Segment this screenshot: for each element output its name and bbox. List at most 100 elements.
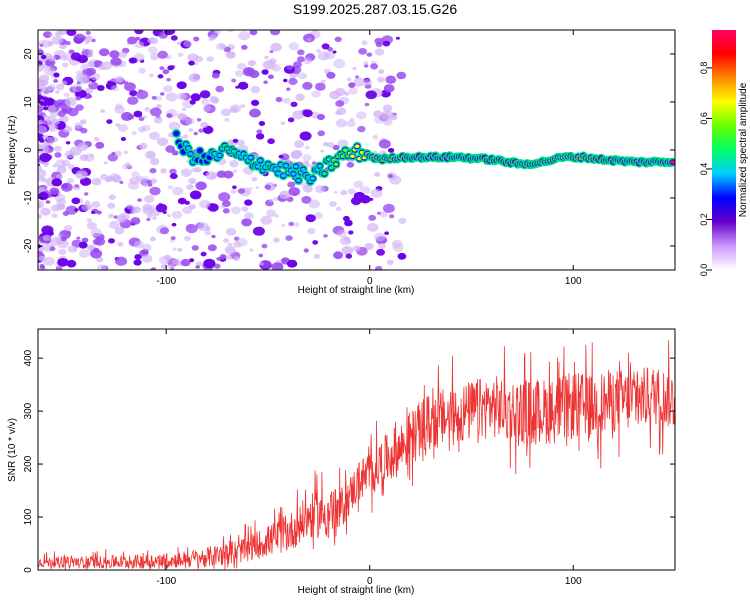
heatmap-cell	[96, 85, 105, 91]
heatmap-cell	[54, 99, 67, 108]
heatmap-cell	[229, 160, 239, 168]
heatmap-cell	[240, 104, 246, 108]
heatmap-cell	[121, 111, 133, 121]
heatmap-cell	[251, 177, 258, 182]
heatmap-cell	[260, 260, 271, 269]
spectrogram-heatmap	[38, 30, 675, 270]
heatmap-cell	[53, 79, 58, 83]
heatmap-cell	[382, 118, 393, 126]
heatmap-cell	[142, 203, 152, 211]
colorbar-ticks: 0.0 0.2 0.4 0.6 0.8	[699, 62, 712, 276]
heatmap-cell	[57, 110, 66, 117]
heatmap-cell	[141, 254, 153, 263]
heatmap-cell	[370, 188, 383, 198]
heatmap-cell	[61, 159, 71, 167]
heatmap-cell	[256, 129, 263, 134]
ridge-cell	[207, 155, 212, 160]
ridge-cell	[350, 154, 355, 158]
spectrogram-y-tick-label: -20	[23, 238, 34, 253]
heatmap-cell	[305, 214, 316, 223]
heatmap-cell	[139, 142, 148, 150]
snr-y-tick-label: 400	[23, 349, 34, 366]
heatmap-cell	[78, 241, 88, 249]
heatmap-cell	[151, 95, 157, 100]
heatmap-cell	[200, 251, 207, 257]
heatmap-cell	[382, 203, 395, 213]
colorbar-tick-label: 0.6	[699, 112, 709, 125]
heatmap-cell	[156, 104, 162, 109]
heatmap-cell	[302, 109, 313, 118]
heatmap-cell	[225, 254, 233, 260]
heatmap-cell	[207, 203, 219, 212]
heatmap-cell	[67, 245, 77, 253]
heatmap-cell	[270, 42, 282, 52]
heatmap-cell	[334, 36, 342, 42]
heatmap-cell	[249, 187, 253, 191]
heatmap-cell	[70, 52, 82, 61]
heatmap-cell	[177, 52, 184, 58]
heatmap-cell	[188, 128, 194, 132]
heatmap-cell	[336, 229, 347, 238]
heatmap-cell	[370, 63, 379, 70]
heatmap-cell	[320, 79, 326, 84]
heatmap-cell	[79, 249, 90, 258]
heatmap-cell	[395, 36, 400, 40]
heatmap-cell	[381, 110, 394, 120]
heatmap-cell	[255, 186, 260, 190]
heatmap-cell	[344, 219, 353, 227]
heatmap-cell	[114, 226, 125, 235]
heatmap-cell	[63, 92, 71, 98]
heatmap-cell	[313, 254, 321, 259]
heatmap-cell	[302, 81, 313, 90]
heatmap-cell	[226, 51, 236, 58]
spectrogram-y-tick-label: 10	[23, 96, 34, 108]
heatmap-cell	[146, 180, 152, 184]
heatmap-cell	[124, 162, 131, 167]
heatmap-cell	[138, 67, 146, 74]
heatmap-cell	[47, 116, 56, 123]
heatmap-cell	[234, 70, 244, 77]
heatmap-cell	[172, 247, 177, 251]
heatmap-cell	[223, 46, 231, 53]
heatmap-cell	[236, 139, 245, 146]
heatmap-cell	[39, 152, 52, 163]
heatmap-cell	[251, 99, 260, 106]
heatmap-cell	[374, 115, 385, 124]
heatmap-cell	[323, 234, 328, 238]
heatmap-cell	[156, 137, 169, 146]
heatmap-cell	[110, 85, 120, 92]
heatmap-cell	[55, 83, 65, 91]
heatmap-cell	[274, 214, 280, 218]
heatmap-cell	[378, 139, 391, 149]
heatmap-cell	[340, 189, 348, 196]
heatmap-cell	[184, 236, 191, 241]
heatmap-cell	[115, 256, 128, 266]
heatmap-cell	[339, 236, 352, 246]
heatmap-cell	[163, 254, 172, 261]
heatmap-cell	[51, 35, 64, 45]
heatmap-cell	[211, 72, 220, 79]
heatmap-cell	[149, 168, 157, 174]
heatmap-cell	[341, 245, 354, 255]
heatmap-cell	[128, 165, 133, 170]
heatmap-cell	[127, 96, 139, 105]
heatmap-cell	[368, 214, 377, 221]
heatmap-cell	[97, 264, 107, 270]
heatmap-cell	[230, 189, 237, 194]
heatmap-cell	[335, 118, 347, 128]
heatmap-cell	[60, 55, 68, 61]
snr-ticks: -100 0 100 0 100 200 300 400	[23, 329, 675, 587]
heatmap-cell	[218, 192, 231, 202]
heatmap-cell	[205, 226, 212, 231]
heatmap-cell	[53, 72, 60, 78]
snr-y-tick-label: 100	[23, 508, 34, 525]
heatmap-cell	[387, 148, 395, 153]
heatmap-cell	[378, 69, 385, 74]
ridge-cell	[293, 164, 299, 169]
heatmap-cell	[47, 104, 59, 114]
heatmap-cell	[194, 62, 199, 66]
heatmap-cell	[60, 182, 73, 192]
heatmap-cell	[282, 97, 291, 104]
spectrogram-x-label: Height of straight line (km)	[298, 285, 415, 296]
heatmap-cell	[62, 211, 69, 216]
